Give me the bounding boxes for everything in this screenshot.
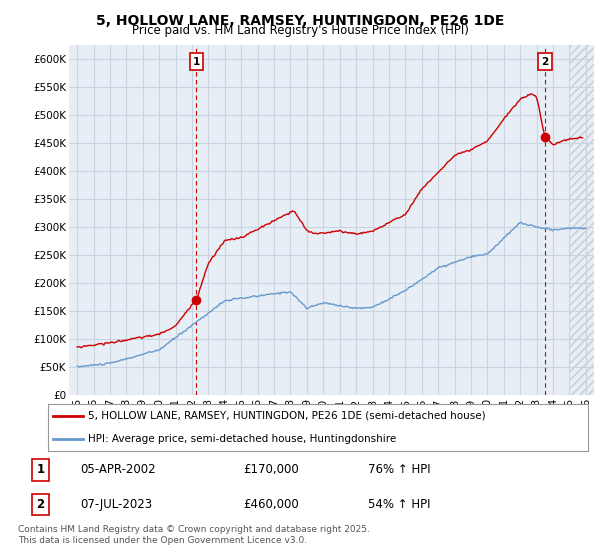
Bar — [569, 45, 594, 395]
Text: HPI: Average price, semi-detached house, Huntingdonshire: HPI: Average price, semi-detached house,… — [89, 434, 397, 444]
Text: 5, HOLLOW LANE, RAMSEY, HUNTINGDON, PE26 1DE: 5, HOLLOW LANE, RAMSEY, HUNTINGDON, PE26… — [96, 14, 504, 28]
Text: 1: 1 — [37, 464, 44, 477]
Text: 5, HOLLOW LANE, RAMSEY, HUNTINGDON, PE26 1DE (semi-detached house): 5, HOLLOW LANE, RAMSEY, HUNTINGDON, PE26… — [89, 411, 486, 421]
Text: 1: 1 — [193, 57, 200, 67]
Text: 2: 2 — [37, 498, 44, 511]
Text: 76% ↑ HPI: 76% ↑ HPI — [368, 464, 430, 477]
Text: 07-JUL-2023: 07-JUL-2023 — [80, 498, 152, 511]
Text: 54% ↑ HPI: 54% ↑ HPI — [368, 498, 430, 511]
Text: Price paid vs. HM Land Registry's House Price Index (HPI): Price paid vs. HM Land Registry's House … — [131, 24, 469, 37]
Text: 05-APR-2002: 05-APR-2002 — [80, 464, 155, 477]
Text: Contains HM Land Registry data © Crown copyright and database right 2025.
This d: Contains HM Land Registry data © Crown c… — [18, 525, 370, 545]
Text: 2: 2 — [541, 57, 549, 67]
Text: £460,000: £460,000 — [244, 498, 299, 511]
Bar — [569, 45, 594, 395]
Text: £170,000: £170,000 — [244, 464, 299, 477]
